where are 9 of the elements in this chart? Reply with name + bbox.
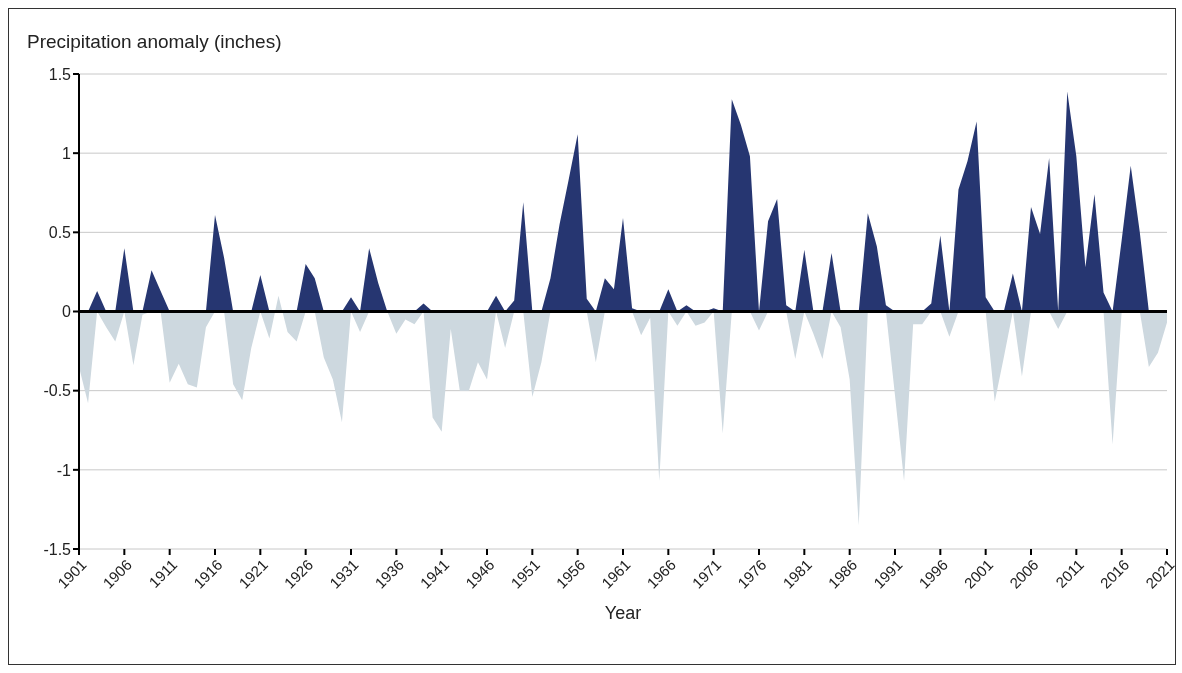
x-axis-title: Year: [604, 603, 642, 623]
y-tick-label: 1.5: [48, 65, 72, 83]
y-axis-title: Precipitation anomaly (inches): [27, 31, 282, 53]
y-tick-label: 1: [62, 144, 72, 162]
y-tick-label: -1.5: [43, 540, 72, 558]
y-tick-label: -1: [56, 461, 72, 479]
y-tick-label: -0.5: [43, 382, 72, 400]
y-tick-label: 0: [62, 303, 72, 321]
y-tick-label: 0.5: [48, 224, 72, 242]
